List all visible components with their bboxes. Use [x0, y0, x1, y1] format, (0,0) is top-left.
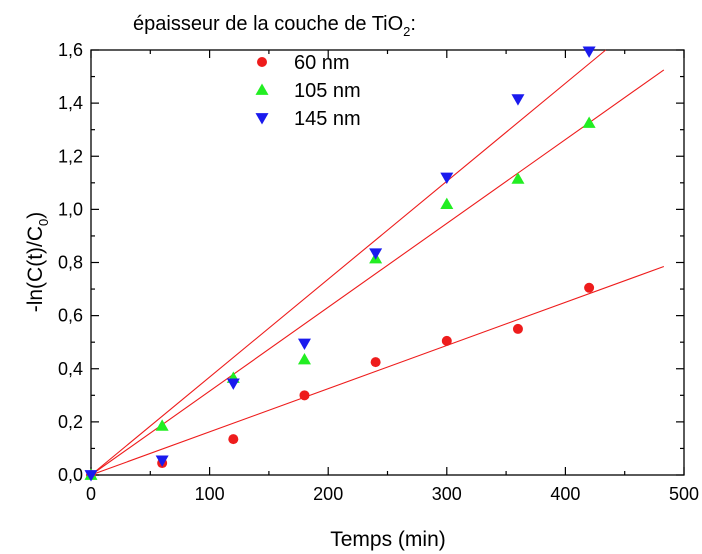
y-tick-label: 0,0: [58, 465, 83, 485]
x-tick-label: 200: [313, 484, 343, 504]
data-point: [440, 197, 454, 209]
data-point: [511, 172, 525, 184]
fit-line: [90, 265, 665, 476]
y-tick-label: 0,6: [58, 306, 83, 326]
data-point: [582, 116, 596, 128]
legend: 60 nm 105 nm 145 nm: [255, 52, 361, 130]
data-point: [226, 378, 240, 390]
data-point: [299, 390, 310, 401]
legend-label: 60 nm: [294, 52, 350, 74]
y-axis-label: -ln(C(t)/C0): [24, 212, 51, 313]
y-tick-label: 0,4: [58, 359, 83, 379]
data-point: [370, 357, 381, 368]
y-tick-label: 1,0: [58, 199, 83, 219]
y-tick-label: 1,2: [58, 146, 83, 166]
data-point: [441, 335, 452, 346]
data-point: [155, 419, 169, 431]
x-tick-label: 500: [669, 484, 699, 504]
x-tick-label: 100: [195, 484, 225, 504]
x-tick-label: 0: [86, 484, 96, 504]
y-tick-label: 1,6: [58, 40, 83, 60]
data-point: [228, 434, 239, 445]
legend-label: 105 nm: [294, 80, 361, 102]
plot-frame: [90, 49, 685, 476]
legend-label: 145 nm: [294, 108, 361, 130]
x-tick-label: 400: [550, 484, 580, 504]
data-point: [297, 338, 311, 351]
data-point: [369, 248, 383, 260]
legend-marker: [257, 57, 267, 67]
legend-marker: [255, 83, 269, 95]
data-point: [155, 455, 169, 467]
data-point: [582, 46, 596, 58]
data-point: [511, 94, 525, 106]
legend-marker: [255, 113, 269, 125]
data-point: [84, 470, 98, 482]
fit-line: [90, 69, 665, 476]
y-tick-label: 0,2: [58, 412, 83, 432]
x-axis-label: Temps (min): [330, 528, 446, 551]
y-tick-label: 0,8: [58, 253, 83, 273]
chart-title: épaisseur de la couche de TiO2:: [133, 13, 416, 39]
data-point: [512, 323, 523, 334]
plot-area: 0 100 200 300 400 500 0,0 0,2 0,4 0,6 0,8 1,0 1,2 1,4…: [58, 40, 699, 504]
x-tick-label: 300: [432, 484, 462, 504]
y-tick-label: 1,4: [58, 93, 83, 113]
fit-line: [90, 49, 607, 476]
data-point: [297, 352, 311, 365]
data-point: [584, 282, 595, 293]
data-point: [440, 172, 454, 184]
